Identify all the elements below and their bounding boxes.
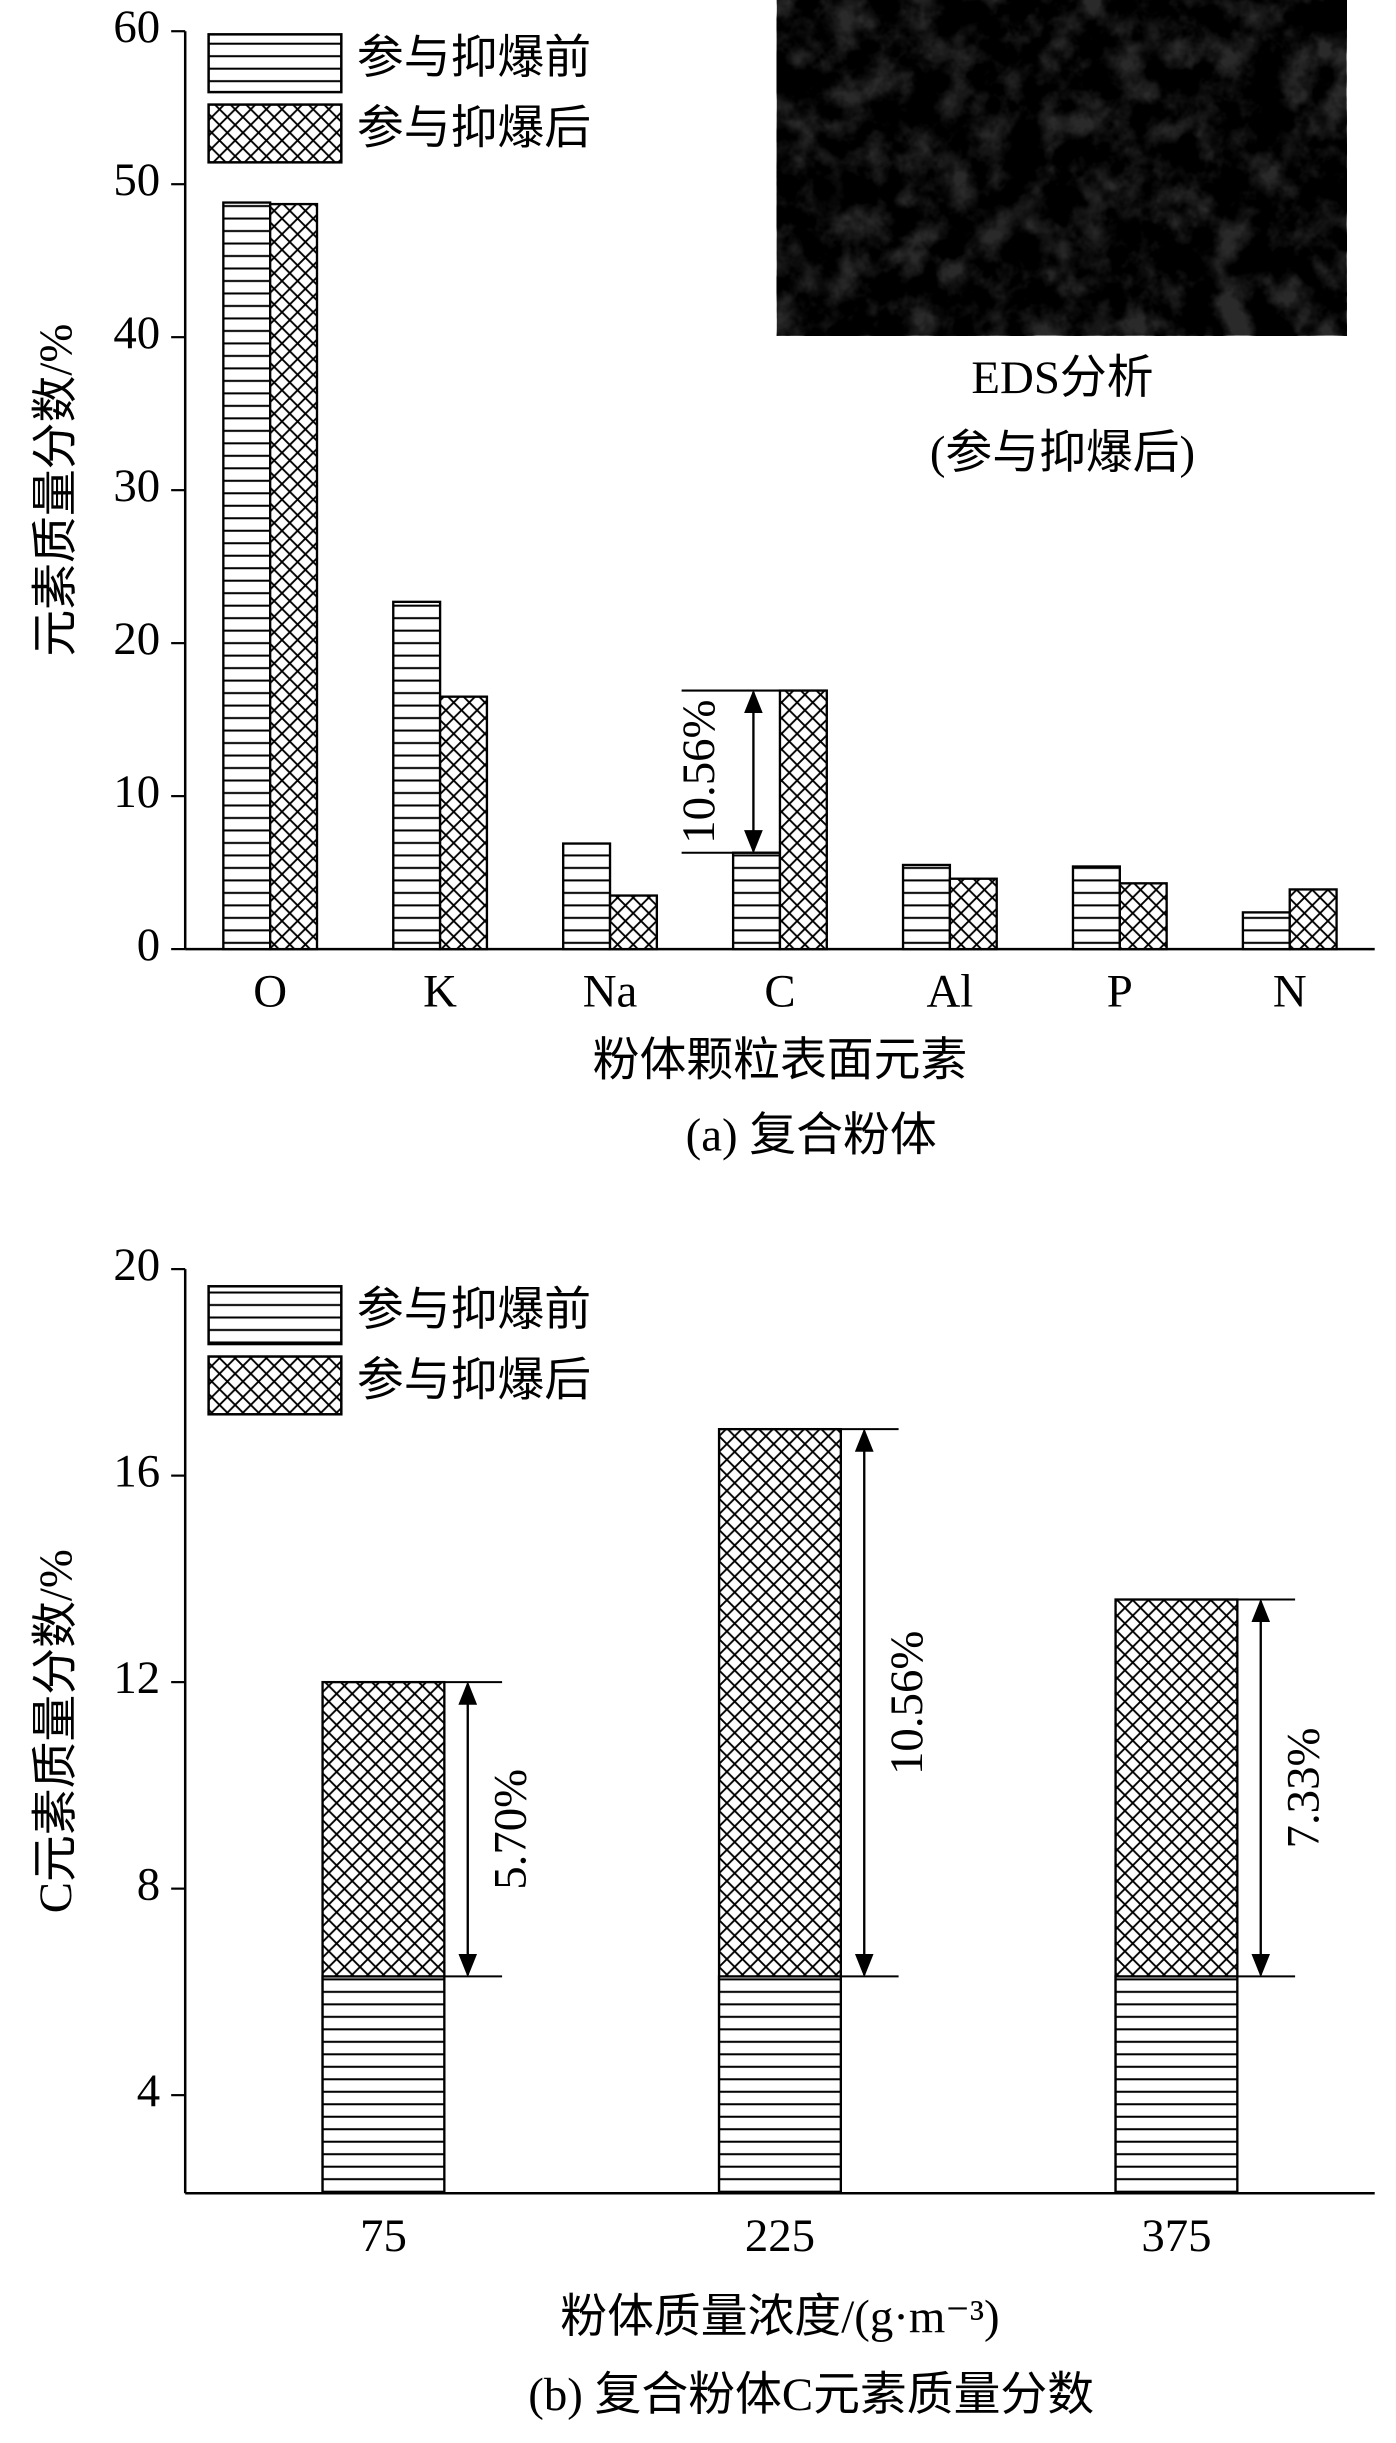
inset-caption: EDS分析 bbox=[971, 352, 1153, 404]
y-tick-label: 10 bbox=[113, 766, 160, 818]
bar bbox=[562, 842, 612, 951]
y-axis-label: 元素质量分数/% bbox=[30, 324, 82, 657]
y-tick-label: 50 bbox=[113, 154, 160, 206]
legend-swatch bbox=[207, 1285, 343, 1346]
annotation-label: 10.56% bbox=[881, 1631, 933, 1775]
bar bbox=[731, 851, 782, 951]
y-tick-label: 0 bbox=[137, 919, 160, 971]
y-tick-label: 20 bbox=[113, 1239, 160, 1291]
caption: (b) 复合粉体C元素质量分数 bbox=[528, 2369, 1094, 2421]
legend-swatch bbox=[207, 33, 343, 94]
bar bbox=[717, 1975, 843, 2195]
bar bbox=[268, 202, 319, 951]
legend-label: 参与抑爆后 bbox=[357, 1354, 591, 1406]
x-axis-label: 粉体颗粒表面元素 bbox=[593, 1034, 968, 1086]
y-tick-label: 30 bbox=[113, 460, 160, 512]
y-tick-label: 20 bbox=[113, 613, 160, 665]
x-tick-label: K bbox=[423, 966, 457, 1018]
bar bbox=[948, 877, 998, 951]
bar bbox=[608, 894, 659, 951]
bar bbox=[222, 201, 272, 951]
bar bbox=[778, 689, 828, 951]
bar bbox=[1241, 911, 1291, 951]
inset-caption: (参与抑爆后) bbox=[930, 427, 1195, 479]
annotation-label: 7.33% bbox=[1277, 1727, 1329, 1848]
x-tick-label: O bbox=[253, 966, 287, 1018]
y-tick-label: 8 bbox=[137, 1858, 160, 1910]
bar bbox=[321, 1975, 446, 2195]
x-tick-label: 225 bbox=[745, 2210, 815, 2262]
y-tick-label: 16 bbox=[113, 1445, 160, 1497]
x-tick-label: Al bbox=[926, 966, 973, 1018]
y-tick-label: 40 bbox=[113, 307, 160, 359]
x-tick-label: N bbox=[1273, 966, 1307, 1018]
legend-label: 参与抑爆前 bbox=[357, 1284, 591, 1336]
legend-swatch bbox=[207, 103, 343, 164]
x-tick-label: 75 bbox=[360, 2210, 407, 2262]
x-axis-label: 粉体质量浓度/(g·m⁻³) bbox=[560, 2291, 999, 2343]
bar bbox=[392, 600, 442, 951]
bar bbox=[901, 863, 952, 951]
bar bbox=[1071, 865, 1121, 951]
bar bbox=[1114, 1975, 1239, 2195]
bar bbox=[1288, 888, 1338, 951]
x-tick-label: P bbox=[1107, 966, 1133, 1018]
legend-label: 参与抑爆后 bbox=[357, 102, 591, 154]
annotation-label: 10.56% bbox=[673, 699, 725, 843]
y-tick-label: 60 bbox=[113, 1, 160, 53]
y-tick-label: 12 bbox=[113, 1652, 160, 1704]
bar bbox=[1118, 882, 1168, 951]
bar bbox=[438, 695, 489, 951]
y-axis-label: C元素质量分数/% bbox=[30, 1549, 82, 1913]
inset-photo bbox=[776, 0, 1347, 336]
legend-label: 参与抑爆前 bbox=[357, 32, 591, 84]
legend-swatch bbox=[207, 1355, 343, 1416]
x-tick-label: C bbox=[764, 966, 795, 1018]
x-tick-label: 375 bbox=[1141, 2210, 1211, 2262]
y-tick-label: 4 bbox=[137, 2065, 160, 2117]
x-tick-label: Na bbox=[583, 966, 638, 1018]
annotation-label: 5.70% bbox=[484, 1769, 536, 1890]
caption: (a) 复合粉体 bbox=[686, 1109, 937, 1161]
